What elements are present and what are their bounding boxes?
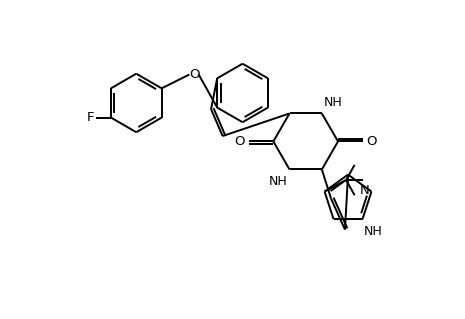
Text: NH: NH (364, 225, 383, 238)
Text: O: O (366, 135, 377, 148)
Text: NH: NH (324, 96, 343, 109)
Text: F: F (86, 111, 94, 124)
Text: N: N (359, 183, 369, 197)
Text: NH: NH (268, 175, 287, 188)
Text: O: O (189, 68, 199, 81)
Text: O: O (234, 135, 245, 148)
